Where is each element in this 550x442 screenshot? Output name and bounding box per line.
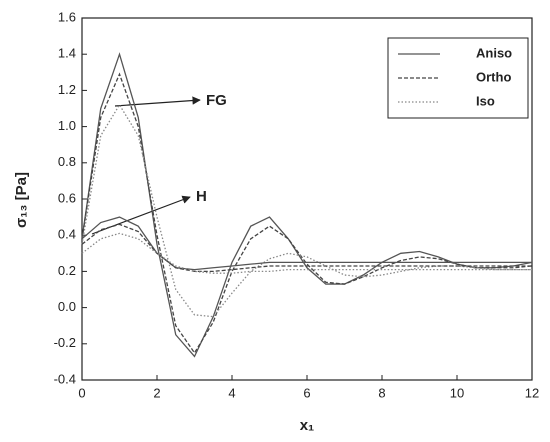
y-tick-label: -0.4 xyxy=(54,371,76,386)
y-tick-label: 0.4 xyxy=(58,227,76,242)
y-tick-label: 0.0 xyxy=(58,299,76,314)
y-tick-label: 0.2 xyxy=(58,263,76,278)
y-tick-label: 1.4 xyxy=(58,46,76,61)
x-tick-label: 2 xyxy=(153,385,160,400)
y-axis-label: σ₁₃ [Pa] xyxy=(13,172,30,228)
x-tick-label: 4 xyxy=(228,385,235,400)
line xyxy=(81,103,532,318)
annotation: H xyxy=(196,188,207,205)
line xyxy=(81,72,533,355)
x-tick-label: 8 xyxy=(378,385,385,400)
y-tick-label: 1.0 xyxy=(58,118,76,133)
annotation-arrow xyxy=(114,96,201,107)
y-tick-label: 0.8 xyxy=(58,154,76,169)
x-tick-label: 0 xyxy=(78,385,85,400)
x-tick-label: 6 xyxy=(303,385,310,400)
y-tick-label: -0.2 xyxy=(54,335,76,350)
annotation-arrow xyxy=(91,195,191,235)
y-tick-label: 0.6 xyxy=(58,190,76,205)
y-tick-label: 1.6 xyxy=(58,9,76,24)
y-tick-label: 1.2 xyxy=(58,82,76,97)
line xyxy=(81,223,532,273)
x-tick-label: 10 xyxy=(450,385,464,400)
legend-label: Iso xyxy=(476,93,495,108)
x-axis-label: x₁ xyxy=(300,417,315,434)
x-tick-label: 12 xyxy=(525,385,539,400)
annotation: FG xyxy=(206,92,227,109)
legend-label: Ortho xyxy=(476,69,511,84)
line xyxy=(81,216,532,271)
legend-label: Aniso xyxy=(476,45,512,60)
